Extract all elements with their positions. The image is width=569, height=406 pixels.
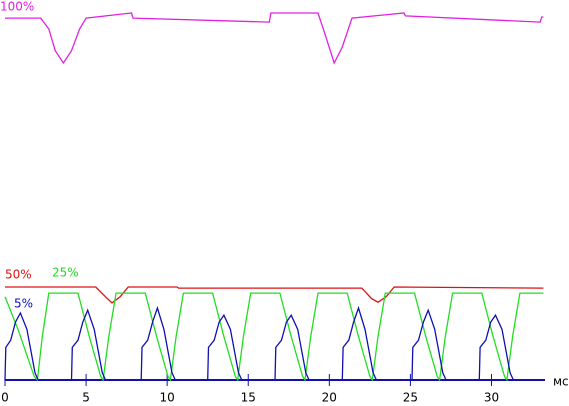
series-label: 50% bbox=[5, 268, 32, 282]
x-tick-label: 30 bbox=[484, 391, 499, 405]
x-tick-label: 10 bbox=[160, 391, 175, 405]
series-line bbox=[4, 305, 544, 381]
series-line bbox=[4, 292, 544, 382]
series-line bbox=[5, 12, 544, 65]
x-tick-label: 20 bbox=[322, 391, 337, 405]
x-tick-label: 0 bbox=[1, 391, 9, 405]
series-label: 5% bbox=[14, 297, 33, 311]
x-axis-label: мс bbox=[553, 375, 569, 389]
series-label: 100% bbox=[0, 0, 34, 14]
x-tick-label: 15 bbox=[241, 391, 256, 405]
series-line bbox=[5, 286, 544, 304]
x-tick-label: 25 bbox=[403, 391, 418, 405]
x-tick-label: 5 bbox=[82, 391, 90, 405]
series-label: 25% bbox=[52, 266, 79, 280]
